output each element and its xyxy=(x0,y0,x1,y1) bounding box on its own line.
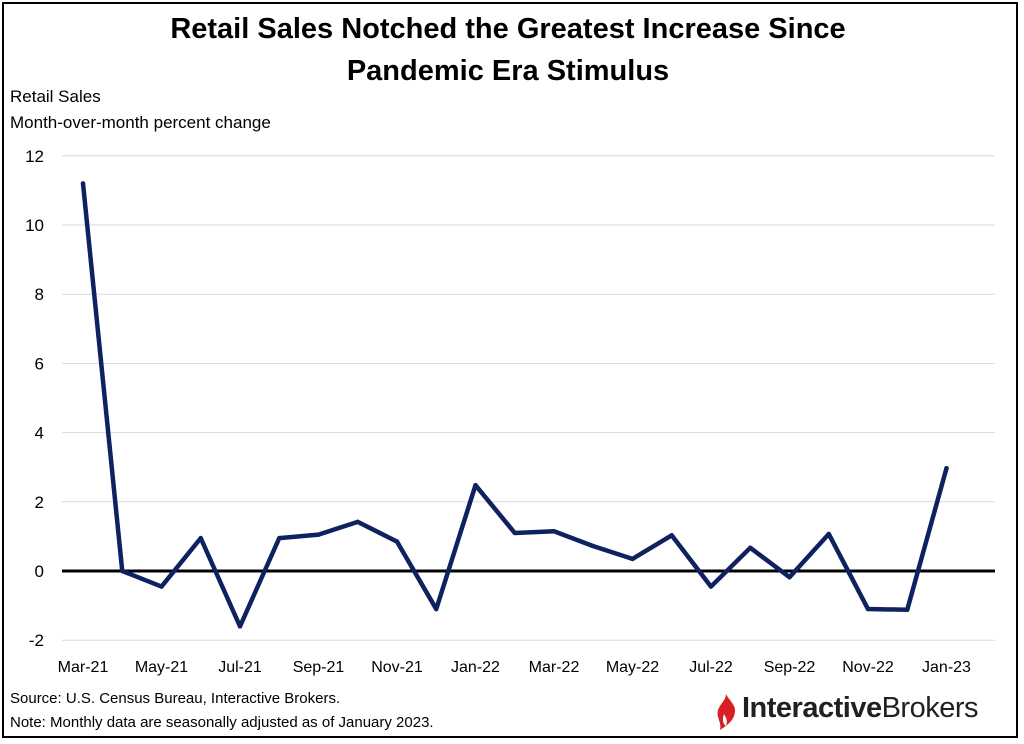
data-point xyxy=(944,466,949,471)
chart-title-line-2: Pandemic Era Stimulus xyxy=(346,55,670,87)
chart-title-line-1: Retail Sales Notched the Greatest Increa… xyxy=(170,13,846,45)
data-point xyxy=(708,584,714,589)
y-axis-label-line-1: Retail Sales xyxy=(10,87,101,106)
data-point xyxy=(198,535,203,541)
x-tick-label: Jul-22 xyxy=(689,659,733,676)
chart-title: Retail Sales Notched the Greatest Increa… xyxy=(0,8,1016,92)
x-tick-label: Jan-23 xyxy=(922,659,971,676)
data-point xyxy=(748,545,753,551)
retail-sales-series-line xyxy=(80,181,949,629)
x-tick-label: Mar-21 xyxy=(58,659,109,676)
data-point xyxy=(787,575,792,580)
x-tick-label: Jul-21 xyxy=(218,659,262,676)
data-point xyxy=(277,535,282,541)
data-point xyxy=(316,532,321,537)
data-point xyxy=(355,519,360,525)
x-tick-label: Nov-21 xyxy=(371,659,423,676)
x-tick-label: May-21 xyxy=(135,659,188,676)
x-tick-label: Jan-22 xyxy=(451,659,500,676)
gridlines xyxy=(62,155,995,641)
x-tick-label: Sep-22 xyxy=(764,659,816,676)
data-point xyxy=(120,568,125,574)
data-point xyxy=(473,482,478,488)
y-tick-label: 2 xyxy=(35,493,44,512)
y-axis-label-line-2: Month-over-month percent change xyxy=(10,113,271,132)
logo-text-brokers: Brokers xyxy=(881,692,979,724)
ib-flame-icon xyxy=(717,694,736,730)
data-point xyxy=(865,606,871,612)
data-point xyxy=(512,530,517,536)
y-tick-label: 8 xyxy=(35,285,44,304)
source-note: Source: U.S. Census Bureau, Interactive … xyxy=(10,690,341,707)
x-tick-label: Sep-21 xyxy=(293,659,345,676)
data-point xyxy=(551,529,557,534)
data-points xyxy=(80,181,949,629)
data-point xyxy=(591,543,596,549)
data-point xyxy=(826,531,831,537)
y-tick-labels: -2 0 2 4 6 8 10 12 xyxy=(25,147,44,650)
data-point xyxy=(80,181,86,186)
y-tick-label: -2 xyxy=(29,631,44,650)
y-tick-label: 12 xyxy=(25,147,44,166)
data-point xyxy=(434,606,439,612)
data-point xyxy=(237,624,243,629)
y-tick-label: 4 xyxy=(35,424,44,443)
x-tick-label: May-22 xyxy=(606,659,659,676)
x-tick-labels: Mar-21 May-21 Jul-21 Sep-21 Nov-21 Jan-22 Mar-… xyxy=(58,659,971,676)
data-point xyxy=(394,539,400,544)
x-tick-label: Mar-22 xyxy=(529,659,580,676)
y-tick-label: 6 xyxy=(35,354,44,373)
logo-text-interactive: Interactive xyxy=(742,692,882,724)
y-tick-label: 0 xyxy=(35,562,44,581)
y-tick-label: 10 xyxy=(25,216,44,235)
data-point xyxy=(669,533,674,538)
data-point xyxy=(905,607,910,612)
x-tick-label: Nov-22 xyxy=(842,659,894,676)
interactive-brokers-logo: InteractiveBrokers xyxy=(712,690,1012,734)
footnote: Note: Monthly data are seasonally adjust… xyxy=(10,714,434,731)
data-point xyxy=(630,556,635,562)
data-point xyxy=(159,584,164,589)
